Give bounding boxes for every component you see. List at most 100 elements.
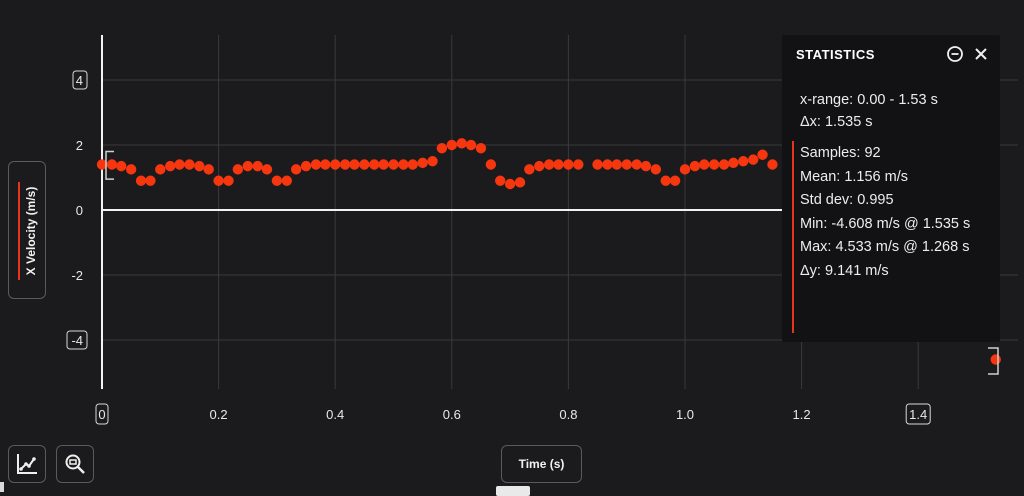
data-point[interactable]: [116, 160, 127, 172]
statistics-panel: STATISTICS x-range: 0.00 - 1.53 s Δx: 1.…: [782, 35, 1000, 342]
statistics-title: STATISTICS: [796, 47, 875, 62]
data-point[interactable]: [708, 159, 720, 170]
data-point[interactable]: [106, 159, 118, 170]
data-point[interactable]: [602, 159, 613, 170]
corner-mark: [0, 482, 4, 492]
x-tick-box[interactable]: [905, 403, 931, 425]
minus-circle-icon[interactable]: [945, 44, 965, 64]
data-point[interactable]: [592, 159, 603, 170]
data-point[interactable]: [748, 154, 759, 165]
x-tick-label: 0.6: [443, 407, 461, 422]
y-axis-label: X Velocity (m/s): [24, 186, 38, 276]
y-tick-box[interactable]: [66, 330, 88, 350]
data-point[interactable]: [475, 143, 487, 154]
x-tick-label: 0.2: [210, 407, 228, 422]
data-point[interactable]: [524, 164, 535, 175]
data-point[interactable]: [271, 175, 283, 186]
data-point[interactable]: [611, 159, 622, 170]
data-point[interactable]: [407, 159, 418, 170]
close-icon[interactable]: [971, 44, 991, 64]
data-point[interactable]: [436, 143, 448, 154]
data-point[interactable]: [631, 159, 642, 170]
data-point[interactable]: [553, 159, 564, 170]
data-point[interactable]: [640, 160, 652, 172]
autoscale-button[interactable]: [8, 445, 46, 483]
data-point[interactable]: [388, 159, 399, 170]
data-point[interactable]: [320, 159, 331, 170]
x-axis-label-button[interactable]: Time (s): [501, 445, 582, 483]
data-point[interactable]: [728, 157, 739, 169]
data-point[interactable]: [689, 160, 701, 172]
zoom-button[interactable]: [56, 445, 94, 483]
scroll-handle[interactable]: [496, 486, 530, 496]
data-point[interactable]: [679, 164, 691, 175]
data-point[interactable]: [96, 159, 108, 170]
x-tick-label: 1.4: [909, 407, 927, 422]
data-point[interactable]: [378, 159, 389, 170]
data-point[interactable]: [485, 159, 497, 170]
data-point[interactable]: [349, 159, 360, 170]
data-point[interactable]: [650, 164, 662, 175]
data-point[interactable]: [369, 159, 380, 170]
data-point[interactable]: [669, 175, 681, 186]
data-point[interactable]: [242, 160, 253, 172]
data-point[interactable]: [699, 159, 710, 170]
data-point[interactable]: [543, 159, 555, 170]
y-tick-label: -4: [71, 333, 83, 348]
data-point[interactable]: [718, 159, 730, 170]
data-point[interactable]: [573, 159, 584, 170]
right-range-bracket[interactable]: [988, 347, 999, 375]
data-point[interactable]: [261, 164, 273, 175]
data-point[interactable]: [330, 159, 341, 170]
delta-x: Δx: 1.535 s: [800, 114, 873, 130]
data-point[interactable]: [504, 178, 516, 190]
data-point[interactable]: [339, 159, 351, 170]
data-point[interactable]: [660, 175, 671, 186]
y-tick-label: -2: [71, 268, 83, 283]
max: Max: 4.533 m/s @ 1.268 s: [800, 239, 970, 255]
data-point[interactable]: [252, 160, 263, 172]
data-point[interactable]: [621, 159, 632, 170]
range-brackets: [105, 150, 999, 375]
series-stats: Samples: 92 Mean: 1.156 m/s Std dev: 0.9…: [800, 142, 996, 283]
data-point[interactable]: [145, 175, 156, 186]
data-point[interactable]: [155, 164, 166, 175]
data-point[interactable]: [446, 139, 457, 151]
data-point[interactable]: [757, 149, 768, 160]
left-range-bracket[interactable]: [105, 150, 114, 180]
data-point[interactable]: [427, 156, 438, 167]
data-point[interactable]: [125, 164, 137, 175]
data-point[interactable]: [184, 159, 195, 170]
data-point[interactable]: [232, 164, 244, 175]
data-point[interactable]: [359, 159, 370, 170]
y-tick-label: 2: [76, 138, 83, 153]
data-point[interactable]: [135, 175, 147, 186]
data-point[interactable]: [310, 159, 322, 170]
data-point[interactable]: [990, 354, 1001, 365]
data-point[interactable]: [194, 160, 205, 172]
data-point[interactable]: [203, 164, 214, 175]
data-point[interactable]: [165, 160, 176, 172]
y-tick-box[interactable]: [72, 70, 88, 90]
data-point[interactable]: [767, 159, 778, 170]
data-point[interactable]: [417, 157, 428, 169]
data-point[interactable]: [456, 138, 467, 149]
data-point[interactable]: [213, 175, 224, 186]
data-point[interactable]: [514, 177, 526, 188]
data-point[interactable]: [300, 160, 312, 172]
data-point[interactable]: [563, 159, 574, 170]
data-point[interactable]: [223, 175, 234, 186]
x-tick-label: 1.0: [676, 407, 694, 422]
data-point[interactable]: [738, 156, 749, 167]
data-point[interactable]: [290, 164, 302, 175]
x-tick-box[interactable]: [95, 403, 109, 425]
data-point[interactable]: [465, 139, 477, 151]
x-tick-labels: 0 0.2 0.4 0.6 0.8 1.0 1.2 1.4: [95, 403, 931, 425]
y-axis-label-button[interactable]: X Velocity (m/s): [8, 161, 46, 299]
data-point[interactable]: [281, 175, 293, 186]
data-point[interactable]: [398, 159, 409, 170]
data-point[interactable]: [534, 160, 545, 172]
data-point[interactable]: [494, 175, 506, 186]
data-point[interactable]: [174, 159, 185, 170]
y-tick-labels: 4 2 0 -2 -4: [66, 70, 88, 350]
